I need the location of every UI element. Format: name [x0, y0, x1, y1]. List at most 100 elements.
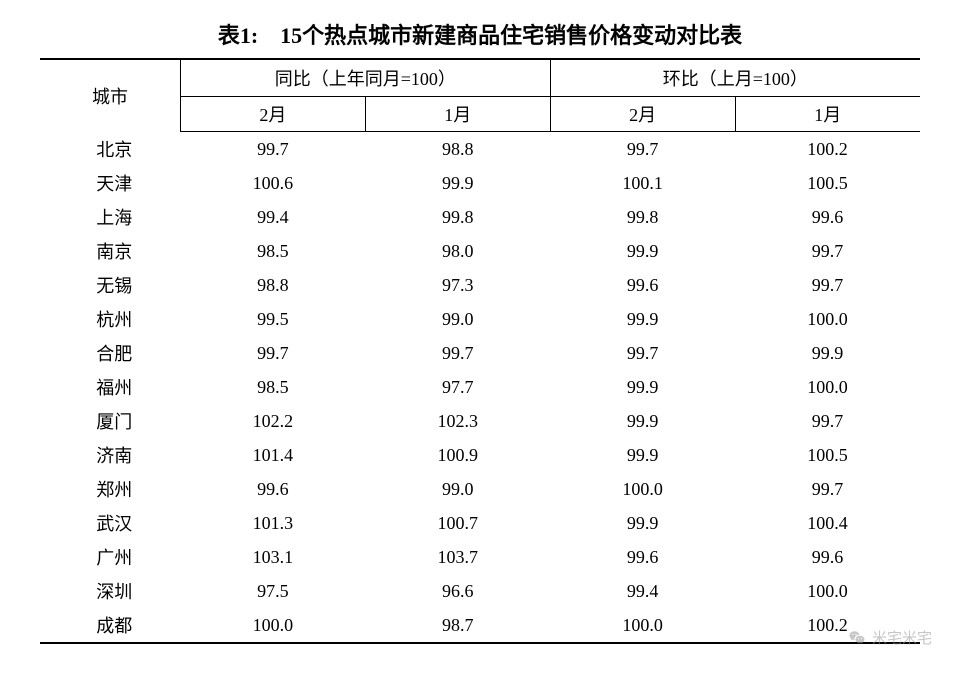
cell-city: 北京 [40, 132, 180, 167]
cell-yoy-jan: 99.0 [365, 472, 550, 506]
cell-city: 厦门 [40, 404, 180, 438]
cell-mom-feb: 100.0 [550, 472, 735, 506]
cell-mom-jan: 99.7 [735, 268, 920, 302]
cell-yoy-jan: 100.7 [365, 506, 550, 540]
header-city: 城市 [40, 59, 180, 132]
header-yoy-jan: 1月 [365, 97, 550, 132]
cell-yoy-jan: 102.3 [365, 404, 550, 438]
table-row: 成都100.098.7100.0100.2 [40, 608, 920, 643]
cell-yoy-feb: 103.1 [180, 540, 365, 574]
cell-mom-feb: 99.9 [550, 438, 735, 472]
table-row: 广州103.1103.799.699.6 [40, 540, 920, 574]
watermark: 米宅米宅 [848, 627, 932, 648]
cell-yoy-jan: 103.7 [365, 540, 550, 574]
header-yoy-group: 同比（上年同月=100） [180, 59, 550, 97]
cell-yoy-feb: 98.8 [180, 268, 365, 302]
table-row: 无锡98.897.399.699.7 [40, 268, 920, 302]
table-row: 合肥99.799.799.799.9 [40, 336, 920, 370]
cell-yoy-feb: 99.7 [180, 336, 365, 370]
cell-yoy-feb: 100.0 [180, 608, 365, 643]
cell-mom-feb: 99.4 [550, 574, 735, 608]
cell-mom-feb: 99.9 [550, 302, 735, 336]
cell-city: 成都 [40, 608, 180, 643]
wechat-icon [848, 629, 866, 647]
cell-mom-feb: 99.9 [550, 506, 735, 540]
table-title: 表1: 15个热点城市新建商品住宅销售价格变动对比表 [0, 18, 960, 50]
title-prefix: 表1: [218, 23, 258, 48]
cell-mom-jan: 99.6 [735, 540, 920, 574]
cell-city: 无锡 [40, 268, 180, 302]
cell-city: 深圳 [40, 574, 180, 608]
table-row: 南京98.598.099.999.7 [40, 234, 920, 268]
cell-yoy-jan: 96.6 [365, 574, 550, 608]
cell-city: 福州 [40, 370, 180, 404]
table-row: 武汉101.3100.799.9100.4 [40, 506, 920, 540]
cell-mom-feb: 100.1 [550, 166, 735, 200]
table-row: 济南101.4100.999.9100.5 [40, 438, 920, 472]
cell-city: 南京 [40, 234, 180, 268]
title-text: 15个热点城市新建商品住宅销售价格变动对比表 [280, 23, 742, 48]
table-row: 上海99.499.899.899.6 [40, 200, 920, 234]
table-body: 北京99.798.899.7100.2天津100.699.9100.1100.5… [40, 132, 920, 644]
cell-mom-jan: 100.0 [735, 574, 920, 608]
price-table: 城市 同比（上年同月=100） 环比（上月=100） 2月 1月 2月 1月 北… [40, 58, 920, 644]
cell-city: 杭州 [40, 302, 180, 336]
cell-mom-jan: 100.2 [735, 132, 920, 167]
cell-yoy-jan: 99.7 [365, 336, 550, 370]
header-yoy-feb: 2月 [180, 97, 365, 132]
cell-mom-feb: 99.7 [550, 336, 735, 370]
table-row: 福州98.597.799.9100.0 [40, 370, 920, 404]
cell-mom-jan: 99.9 [735, 336, 920, 370]
table-row: 深圳97.596.699.4100.0 [40, 574, 920, 608]
cell-yoy-jan: 99.9 [365, 166, 550, 200]
cell-yoy-feb: 99.5 [180, 302, 365, 336]
cell-mom-feb: 99.9 [550, 370, 735, 404]
cell-yoy-feb: 101.3 [180, 506, 365, 540]
header-mom-group: 环比（上月=100） [550, 59, 920, 97]
cell-mom-feb: 99.9 [550, 234, 735, 268]
cell-mom-jan: 100.0 [735, 302, 920, 336]
cell-mom-jan: 100.5 [735, 438, 920, 472]
cell-mom-feb: 100.0 [550, 608, 735, 643]
cell-yoy-feb: 98.5 [180, 370, 365, 404]
cell-yoy-jan: 98.0 [365, 234, 550, 268]
table-row: 郑州99.699.0100.099.7 [40, 472, 920, 506]
cell-city: 郑州 [40, 472, 180, 506]
table-row: 杭州99.599.099.9100.0 [40, 302, 920, 336]
table-row: 北京99.798.899.7100.2 [40, 132, 920, 167]
cell-yoy-feb: 99.4 [180, 200, 365, 234]
cell-yoy-jan: 99.8 [365, 200, 550, 234]
cell-mom-feb: 99.6 [550, 268, 735, 302]
cell-yoy-feb: 99.7 [180, 132, 365, 167]
cell-yoy-feb: 97.5 [180, 574, 365, 608]
cell-yoy-jan: 97.7 [365, 370, 550, 404]
cell-city: 合肥 [40, 336, 180, 370]
cell-city: 天津 [40, 166, 180, 200]
cell-mom-jan: 99.7 [735, 404, 920, 438]
cell-mom-jan: 99.7 [735, 234, 920, 268]
cell-yoy-jan: 97.3 [365, 268, 550, 302]
header-mom-feb: 2月 [550, 97, 735, 132]
cell-yoy-feb: 102.2 [180, 404, 365, 438]
cell-mom-jan: 100.5 [735, 166, 920, 200]
cell-mom-jan: 100.0 [735, 370, 920, 404]
watermark-text: 米宅米宅 [872, 627, 932, 648]
table-row: 天津100.699.9100.1100.5 [40, 166, 920, 200]
cell-mom-feb: 99.8 [550, 200, 735, 234]
cell-yoy-jan: 98.7 [365, 608, 550, 643]
cell-yoy-jan: 99.0 [365, 302, 550, 336]
cell-city: 武汉 [40, 506, 180, 540]
cell-yoy-jan: 98.8 [365, 132, 550, 167]
table-row: 厦门102.2102.399.999.7 [40, 404, 920, 438]
cell-mom-feb: 99.9 [550, 404, 735, 438]
cell-mom-jan: 100.4 [735, 506, 920, 540]
header-mom-jan: 1月 [735, 97, 920, 132]
cell-yoy-feb: 101.4 [180, 438, 365, 472]
cell-city: 广州 [40, 540, 180, 574]
cell-yoy-feb: 100.6 [180, 166, 365, 200]
cell-city: 济南 [40, 438, 180, 472]
cell-mom-jan: 99.6 [735, 200, 920, 234]
cell-yoy-feb: 98.5 [180, 234, 365, 268]
cell-mom-jan: 99.7 [735, 472, 920, 506]
cell-yoy-jan: 100.9 [365, 438, 550, 472]
